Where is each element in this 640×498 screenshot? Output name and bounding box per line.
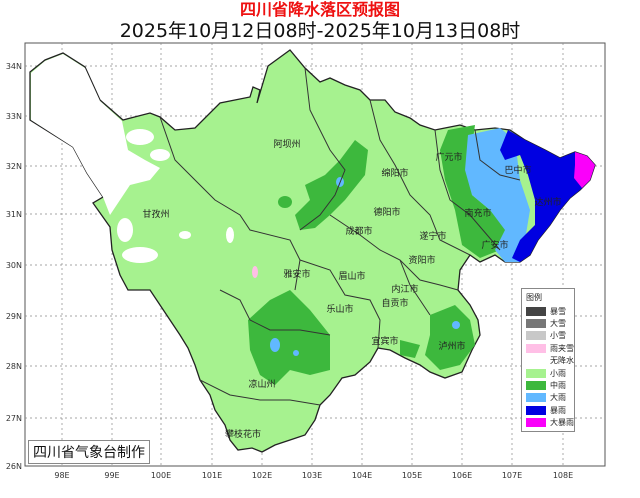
city-label: 宜宾市 — [371, 335, 398, 347]
forecast-period: 2025年10月12日08时-2025年10月13日08时 — [119, 20, 521, 42]
legend-label: 无降水 — [550, 356, 574, 366]
city-label: 雅安市 — [283, 268, 310, 280]
city-label: 攀枝花市 — [225, 428, 261, 440]
legend-title: 图例 — [526, 293, 542, 302]
legend-item: 雨夹雪 — [526, 342, 574, 354]
legend-item: 无降水 — [526, 355, 574, 367]
lat-label: 32N — [6, 162, 22, 171]
axis-labels: 34N 33N 32N 31N 30N 29N 28N 27N 26N 98E 99E 100E 101… — [6, 62, 573, 480]
legend-label: 小雪 — [550, 331, 566, 341]
legend-swatch — [526, 405, 546, 415]
legend-item: 暴雪 — [526, 305, 574, 317]
city-label: 泸州市 — [438, 340, 465, 352]
legend-label: 大雪 — [550, 319, 566, 329]
city-label: 巴中市 — [504, 164, 531, 176]
city-label: 德阳市 — [373, 206, 400, 218]
city-label: 达州市 — [534, 196, 561, 208]
legend-label: 大雨 — [550, 393, 566, 403]
credit-label: 四川省气象台制作 — [28, 440, 150, 464]
legend-item: 大雨 — [526, 392, 574, 404]
rainstorm-area — [500, 130, 595, 262]
sleet-patch — [252, 266, 258, 278]
map-title: 四川省降水落区预报图 — [239, 0, 400, 19]
no-precipitation-patches — [117, 129, 234, 263]
no-precipitation-area — [31, 54, 160, 215]
legend-swatch — [526, 319, 546, 329]
legend-swatch — [526, 368, 546, 378]
legend-item: 大雪 — [526, 317, 574, 329]
lat-label: 26N — [6, 462, 22, 471]
city-label: 南充市 — [464, 207, 491, 219]
legend-swatch — [526, 418, 546, 428]
lat-label: 28N — [6, 362, 22, 371]
city-label: 广元市 — [435, 151, 462, 163]
city-label: 眉山市 — [338, 270, 365, 282]
lon-label: 102E — [252, 471, 272, 480]
legend-label: 暴雪 — [550, 306, 566, 316]
city-label: 自贡市 — [381, 297, 408, 309]
legend-label: 小雨 — [550, 368, 566, 378]
lat-label: 31N — [6, 210, 22, 219]
legend-swatch — [526, 343, 546, 353]
legend-label: 大暴雨 — [550, 418, 574, 428]
city-label: 内江市 — [391, 283, 418, 295]
legend-swatch — [526, 331, 546, 341]
legend-item: 大暴雨 — [526, 417, 574, 429]
city-label: 资阳市 — [408, 254, 435, 266]
lon-label: 99E — [104, 471, 119, 480]
lon-label: 104E — [352, 471, 372, 480]
legend-swatch — [526, 306, 546, 316]
lon-label: 101E — [202, 471, 222, 480]
legend-item: 暴雨 — [526, 404, 574, 416]
legend-swatch — [526, 393, 546, 403]
city-label: 凉山州 — [248, 378, 275, 390]
legend: 图例 暴雪大雪小雪雨夹雪无降水小雨中雨大雨暴雨大暴雨 — [521, 288, 575, 432]
legend-swatch — [526, 381, 546, 391]
city-label: 绵阳市 — [381, 167, 408, 179]
lat-label: 33N — [6, 112, 22, 121]
lon-label: 98E — [54, 471, 69, 480]
extreme-rainstorm-area — [574, 152, 595, 188]
legend-label: 暴雨 — [550, 405, 566, 415]
legend-label: 雨夹雪 — [550, 343, 574, 353]
lat-label: 30N — [6, 261, 22, 270]
lat-label: 27N — [6, 414, 22, 423]
lon-label: 106E — [452, 471, 472, 480]
city-label: 遂宁市 — [419, 230, 446, 242]
city-boundaries — [159, 67, 521, 406]
lon-label: 100E — [151, 471, 171, 480]
city-label: 乐山市 — [326, 303, 353, 315]
legend-label: 中雨 — [550, 381, 566, 391]
legend-swatch — [526, 356, 546, 366]
moderate-rain-areas — [248, 125, 510, 385]
lon-label: 108E — [553, 471, 573, 480]
city-label: 成都市 — [345, 225, 372, 237]
lon-label: 103E — [302, 471, 322, 480]
city-label: 阿坝州 — [273, 139, 300, 150]
city-label: 广安市 — [481, 239, 508, 251]
lon-label: 107E — [502, 471, 522, 480]
lon-label: 105E — [402, 471, 422, 480]
legend-item: 小雪 — [526, 330, 574, 342]
legend-item: 中雨 — [526, 379, 574, 391]
legend-item: 小雨 — [526, 367, 574, 379]
lat-label: 29N — [6, 312, 22, 321]
city-label: 甘孜州 — [142, 208, 169, 220]
lat-label: 34N — [6, 62, 22, 71]
